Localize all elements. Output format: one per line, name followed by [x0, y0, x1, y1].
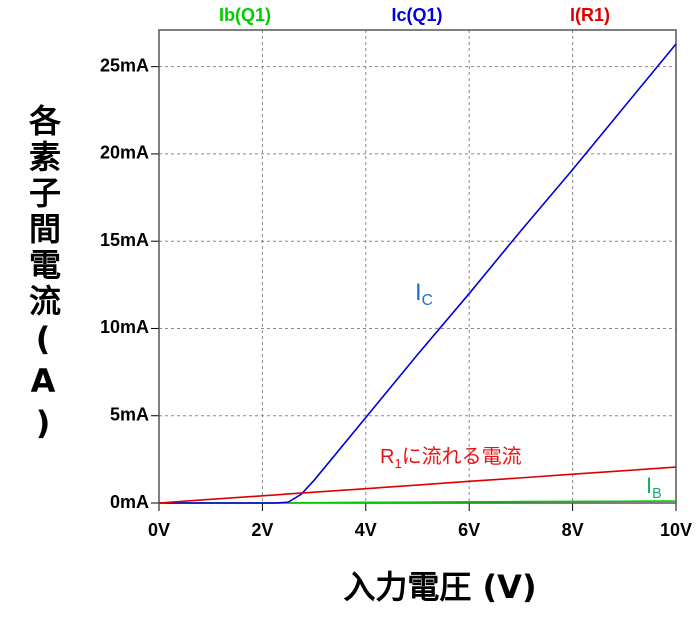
- annotation-subscript: C: [422, 292, 433, 309]
- y-tick-label: 20mA: [100, 143, 149, 163]
- annotation: R1に流れる電流: [380, 445, 522, 471]
- series-line: [159, 43, 677, 504]
- legend-entry: Ic(Q1): [391, 5, 442, 25]
- annotation-text: に流れる電流: [402, 445, 522, 468]
- series-line: [158, 466, 677, 504]
- x-tick-label: 2V: [251, 520, 273, 540]
- annotation: IC: [415, 279, 433, 309]
- y-tick-label: 0mA: [110, 492, 149, 512]
- annotation-text: I: [646, 473, 652, 498]
- annotation-text: I: [415, 279, 422, 306]
- x-tick-label: 10V: [660, 520, 692, 540]
- x-tick-label: 8V: [562, 520, 584, 540]
- legend-entry: I(R1): [570, 5, 610, 25]
- x-axis-label: 入力電圧 (V): [343, 568, 536, 606]
- y-axis-label: 各素子間電流(A): [24, 104, 62, 446]
- annotation-text: R: [380, 446, 394, 468]
- legend-entry: Ib(Q1): [219, 5, 271, 25]
- y-tick-label: 25mA: [100, 55, 149, 75]
- plot-frame: [158, 29, 677, 504]
- annotation: IB: [646, 473, 662, 502]
- x-tick-label: 4V: [355, 520, 377, 540]
- annotation-subscript: B: [652, 486, 662, 502]
- x-tick-label: 6V: [458, 520, 480, 540]
- y-tick-label: 15mA: [100, 230, 149, 250]
- annotation-subscript: 1: [394, 456, 401, 471]
- x-tick-label: 0V: [148, 520, 170, 540]
- y-tick-label: 10mA: [100, 317, 149, 337]
- y-tick-label: 5mA: [110, 404, 149, 424]
